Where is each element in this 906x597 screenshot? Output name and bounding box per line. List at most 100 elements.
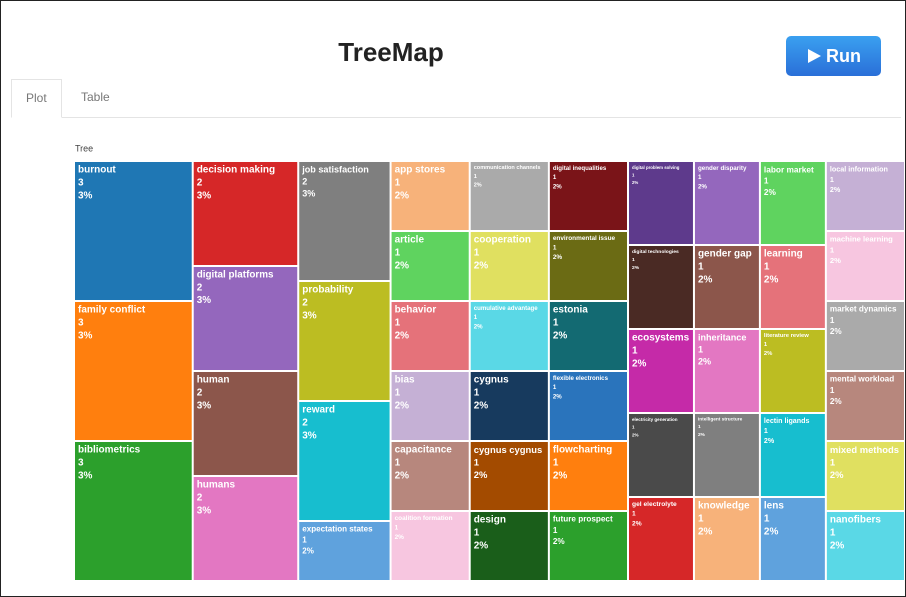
tile-value: 1 — [764, 427, 768, 435]
tile-value: 1 — [632, 173, 635, 178]
tile-rect — [193, 372, 298, 475]
tab[interactable]: Table — [81, 90, 110, 104]
tile-categorie: market dynamics — [830, 305, 897, 314]
tile-text: nanofibers 1 2% — [830, 514, 882, 551]
tile-value: 1 — [698, 344, 703, 354]
tile-categorie: digital technologies — [632, 249, 679, 255]
tile-rect — [694, 498, 759, 580]
tile: intelligent structure 1 2% — [694, 414, 759, 496]
tile-rect — [629, 246, 693, 328]
tile: design 1 2% — [470, 512, 548, 580]
tile: digital technologies 1 2% — [629, 246, 693, 328]
tile-rect — [760, 414, 825, 496]
tile: expectation states 1 2% — [299, 522, 390, 580]
tile: literature review 1 2% — [760, 330, 825, 412]
tile-value: 1 — [632, 257, 635, 263]
tile-categorie: knowledge — [698, 500, 750, 511]
page-title: TreeMap — [338, 37, 444, 67]
tile-text: gender gap 1 2% — [698, 248, 752, 285]
tile-rect — [826, 372, 904, 440]
tile-share: 2% — [698, 357, 711, 367]
tile-text: cygnus 1 2% — [474, 374, 509, 411]
tile: cygnus cygnus 12% — [470, 442, 548, 510]
tile-value: 3 — [78, 457, 84, 468]
tile: electricity generation 1 2% — [629, 414, 693, 496]
tile-share: 2% — [764, 526, 779, 537]
tile: capacitance 1 2% — [391, 442, 469, 510]
tile-text: mental workload 1 2% — [830, 375, 894, 406]
tile-categorie: ecosystems — [632, 332, 690, 343]
tile-text: lectin ligands 1 2% — [764, 417, 810, 445]
tile-rect — [694, 330, 759, 412]
tile-share: 3% — [78, 190, 93, 201]
tile: mixed methods 12% — [826, 442, 904, 510]
tile-value: 1 — [632, 345, 638, 356]
tile-share: 2% — [474, 260, 489, 271]
chart-title: Tree — [75, 143, 93, 153]
tile-value: 2 — [302, 297, 308, 308]
tile-rect — [299, 162, 390, 280]
tile-share: 2% — [632, 432, 639, 437]
tile-categorie: lectin ligands — [764, 417, 810, 425]
tile-rect — [75, 442, 192, 580]
tile: labor market 12% — [760, 162, 825, 244]
tile-text: digital inequalities 1 2% — [553, 165, 607, 190]
tile-value: 1 — [395, 317, 401, 328]
tile: inheritance 1 2% — [694, 330, 759, 412]
tile-text: gel electrolyte 1 2% — [632, 501, 677, 527]
tile-rect — [470, 162, 548, 230]
tile-rect — [299, 282, 390, 400]
tile-categorie: probability — [302, 284, 354, 295]
tile-text: communication channels 1 2% — [474, 165, 541, 188]
tile-rect — [391, 162, 469, 230]
tile-categorie: local information — [830, 165, 888, 174]
tile-categorie: decision making — [197, 164, 275, 175]
run-button[interactable]: Run — [786, 36, 881, 76]
tile: app stores 1 2% — [391, 162, 469, 230]
tile-text: flowcharting 1 2% — [553, 444, 612, 481]
tile-categorie: capacitance — [395, 444, 453, 455]
tile-value: 1 — [764, 342, 768, 348]
tile-share: 3% — [302, 310, 317, 321]
tile-categorie: machine learning — [830, 235, 893, 244]
tile-share: 3% — [197, 190, 212, 201]
tile-categorie: coalition formation — [395, 515, 453, 522]
tile-rect — [470, 372, 548, 440]
tile-share: 2% — [830, 397, 843, 406]
tab[interactable]: Plot — [11, 79, 62, 118]
tab-bar: Plot Table — [11, 79, 901, 118]
tile-value: 1 — [553, 244, 557, 251]
tile-share: 2% — [474, 469, 488, 480]
tile-rect — [549, 372, 627, 440]
tile-rect — [193, 267, 298, 370]
tile-share: 2% — [764, 187, 777, 197]
tile-text: digital problem solving 1 2% — [632, 165, 680, 185]
tile-rect — [299, 402, 390, 520]
tile-share: 3% — [302, 189, 315, 199]
tile-categorie: mental workload — [830, 375, 894, 384]
tile-categorie: digital problem solving — [632, 165, 680, 170]
tile-categorie: bibliometrics — [78, 444, 141, 455]
tile-share: 2% — [553, 183, 562, 190]
tile-value: 1 — [830, 245, 835, 254]
tile-text: inheritance 1 2% — [698, 332, 746, 366]
tile-share: 2% — [395, 400, 410, 411]
tile-share: 2% — [830, 327, 843, 336]
tile-share: 2% — [632, 358, 647, 369]
tile-rect — [760, 330, 825, 412]
tile-text: app stores 1 2% — [395, 164, 446, 201]
tile-text: family conflict 3 3% — [78, 304, 146, 341]
tile-value: 1 — [474, 387, 480, 398]
tile-text: cygnus cygnus 12% — [474, 444, 543, 480]
tile-value: 1 — [698, 513, 704, 524]
tile-text: labor market 12% — [764, 164, 814, 197]
tile: behavior 1 2% — [391, 302, 469, 370]
tile: probability 2 3% — [299, 282, 390, 400]
tile-share: 2% — [698, 183, 707, 190]
tile: learning 1 2% — [760, 246, 825, 328]
tile: cooperation 1 2% — [470, 232, 548, 300]
tile-value: 3 — [78, 317, 84, 328]
tile-value: 1 — [474, 247, 480, 258]
